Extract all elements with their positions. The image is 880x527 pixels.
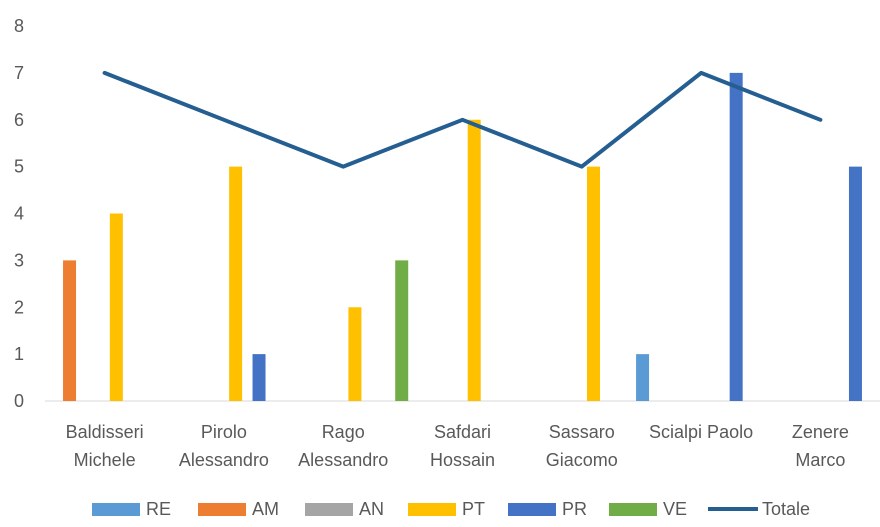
y-tick-label: 3: [14, 250, 24, 270]
y-tick-label: 1: [14, 344, 24, 364]
bars: [63, 72, 862, 401]
category-label-line: Safdari: [434, 422, 491, 442]
category-label: Sassaro Giacomo: [546, 422, 618, 470]
bar-pt: [109, 213, 123, 401]
category-label-line: Scialpi Paolo: [649, 422, 753, 442]
legend-label-am: AM: [252, 499, 279, 519]
y-tick-label: 2: [14, 297, 24, 317]
category-label-line: Zenere: [792, 422, 849, 442]
legend-label-pt: PT: [462, 499, 485, 519]
category-label: Rago Alessandro: [298, 422, 388, 470]
category-label-line: Michele: [74, 450, 136, 470]
bar-pr: [252, 354, 266, 401]
line-totale: [102, 70, 823, 169]
bar-am: [63, 260, 77, 401]
category-label-line: Sassaro: [549, 422, 615, 442]
category-label: Zenere Marco: [792, 422, 849, 470]
legend-swatch-pr: [508, 503, 556, 516]
category-label: Baldisseri Michele: [66, 422, 144, 470]
bar-pr: [848, 166, 862, 401]
y-axis-ticks: 0 1 2 3 4 5 6 7 8: [14, 16, 24, 411]
category-label-line: Pirolo: [201, 422, 247, 442]
legend-swatch-am: [198, 503, 246, 516]
y-tick-label: 8: [14, 16, 24, 36]
category-label: Safdari Hossain: [430, 422, 495, 470]
legend-label-pr: PR: [562, 499, 587, 519]
bar-pr: [729, 72, 743, 401]
y-tick-label: 4: [14, 204, 24, 224]
legend-swatch-ve: [609, 503, 657, 516]
y-tick-label: 7: [14, 63, 24, 83]
legend-label-re: RE: [146, 499, 171, 519]
bar-ve: [395, 260, 409, 401]
legend-label-totale: Totale: [762, 499, 810, 519]
total-line-layer: [102, 70, 823, 169]
y-tick-label: 0: [14, 391, 24, 411]
y-tick-label: 6: [14, 110, 24, 130]
legend-swatch-an: [305, 503, 353, 516]
category-label-line: Alessandro: [179, 450, 269, 470]
bar-pt: [586, 166, 600, 401]
bar-pt: [348, 307, 362, 401]
category-label-line: Alessandro: [298, 450, 388, 470]
category-labels: Baldisseri Michele Pirolo Alessandro Rago Ale…: [66, 422, 849, 470]
legend: RE AM AN PT PR VE Totale: [92, 499, 810, 519]
category-label: Scialpi Paolo: [649, 422, 753, 442]
category-label-line: Marco: [795, 450, 845, 470]
y-tick-label: 5: [14, 157, 24, 177]
legend-label-an: AN: [359, 499, 384, 519]
bar-pt: [229, 166, 243, 401]
bar-re: [636, 354, 650, 401]
category-label-line: Giacomo: [546, 450, 618, 470]
category-label-line: Baldisseri: [66, 422, 144, 442]
category-label-line: Rago: [322, 422, 365, 442]
bar-pt: [467, 119, 481, 401]
legend-swatch-re: [92, 503, 140, 516]
category-label: Pirolo Alessandro: [179, 422, 269, 470]
legend-label-ve: VE: [663, 499, 687, 519]
legend-swatch-pt: [408, 503, 456, 516]
category-label-line: Hossain: [430, 450, 495, 470]
